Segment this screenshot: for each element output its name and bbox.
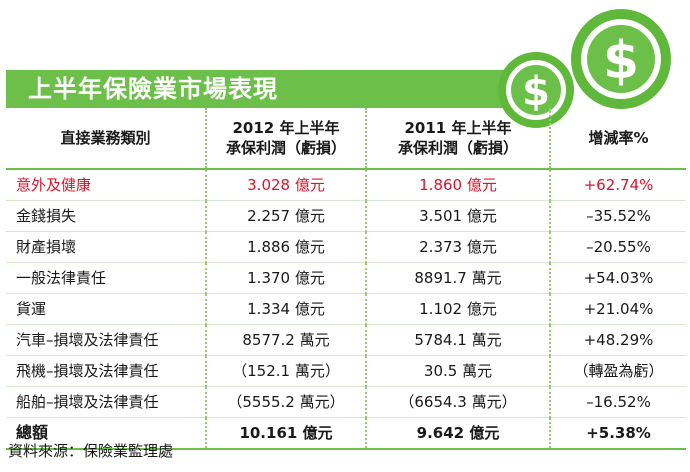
row-category: 意外及健康: [6, 169, 207, 201]
row-2012: （152.1 萬元）: [206, 355, 367, 387]
table-row: 金錢損失 2.257 億元 3.501 億元 –35.52%: [6, 200, 686, 232]
row-2011: （6654.3 萬元）: [366, 386, 551, 418]
row-2011: 1.860 億元: [366, 169, 551, 201]
row-2011: 30.5 萬元: [366, 355, 551, 387]
total-2011: 9.642 億元: [366, 417, 551, 450]
table-row: 貨運 1.334 億元 1.102 億元 +21.04%: [6, 293, 686, 325]
table-row: 汽車–損壞及法律責任 8577.2 萬元 5784.1 萬元 +48.29%: [6, 324, 686, 356]
row-category: 船舶–損壞及法律責任: [6, 386, 207, 418]
page-title: 上半年保險業市場表現: [28, 75, 278, 103]
total-change: +5.38%: [550, 417, 686, 450]
row-category: 飛機–損壞及法律責任: [6, 355, 207, 387]
header-2011: 2011 年上半年 承保利潤（虧損）: [366, 108, 551, 170]
row-category: 金錢損失: [6, 200, 207, 232]
total-row: 總額 10.161 億元 9.642 億元 +5.38%: [6, 417, 686, 450]
svg-text:$: $: [603, 31, 639, 91]
dollar-coin-icon: $: [571, 9, 671, 109]
table-row: 財產損壞 1.886 億元 2.373 億元 –20.55%: [6, 231, 686, 263]
row-2011: 8891.7 萬元: [366, 262, 551, 294]
table-header-row: 直接業務類別 2012 年上半年 承保利潤（虧損） 2011 年上半年 承保利潤…: [6, 108, 686, 170]
row-change: +48.29%: [550, 324, 686, 356]
row-change: +62.74%: [550, 169, 686, 201]
svg-text:$: $: [522, 69, 550, 115]
row-2011: 2.373 億元: [366, 231, 551, 263]
insurance-table: 直接業務類別 2012 年上半年 承保利潤（虧損） 2011 年上半年 承保利潤…: [6, 108, 686, 450]
row-category: 貨運: [6, 293, 207, 325]
header-2012-line1: 2012 年上半年: [232, 119, 340, 137]
header-2011-line1: 2011 年上半年: [404, 119, 512, 137]
row-2011: 5784.1 萬元: [366, 324, 551, 356]
row-change: （轉盈為虧）: [550, 355, 686, 387]
header-2012-line2: 承保利潤（虧損）: [225, 139, 346, 157]
row-change: –35.52%: [550, 200, 686, 232]
header-2011-line2: 承保利潤（虧損）: [397, 139, 518, 157]
table-row: 一般法律責任 1.370 億元 8891.7 萬元 +54.03%: [6, 262, 686, 294]
row-change: +54.03%: [550, 262, 686, 294]
row-change: –20.55%: [550, 231, 686, 263]
row-2012: 1.334 億元: [206, 293, 367, 325]
row-2012: 2.257 億元: [206, 200, 367, 232]
row-change: +21.04%: [550, 293, 686, 325]
header-change: 增減率%: [550, 108, 686, 170]
header-category: 直接業務類別: [6, 108, 207, 170]
table-row: 飛機–損壞及法律責任 （152.1 萬元） 30.5 萬元 （轉盈為虧）: [6, 355, 686, 387]
row-2012: （5555.2 萬元）: [206, 386, 367, 418]
row-category: 財產損壞: [6, 231, 207, 263]
title-bar: 上半年保險業市場表現: [6, 70, 554, 108]
row-change: –16.52%: [550, 386, 686, 418]
row-2011: 3.501 億元: [366, 200, 551, 232]
row-2012: 8577.2 萬元: [206, 324, 367, 356]
row-2012: 1.370 億元: [206, 262, 367, 294]
row-category: 一般法律責任: [6, 262, 207, 294]
row-2011: 1.102 億元: [366, 293, 551, 325]
table-row: 意外及健康 3.028 億元 1.860 億元 +62.74%: [6, 169, 686, 201]
total-2012: 10.161 億元: [206, 417, 367, 450]
source-note: 資料來源：保險業監理處: [8, 442, 174, 460]
row-category: 汽車–損壞及法律責任: [6, 324, 207, 356]
row-2012: 3.028 億元: [206, 169, 367, 201]
total-category: 總額: [6, 417, 207, 450]
row-2012: 1.886 億元: [206, 231, 367, 263]
table-row: 船舶–損壞及法律責任 （5555.2 萬元） （6654.3 萬元） –16.5…: [6, 386, 686, 418]
header-2012: 2012 年上半年 承保利潤（虧損）: [206, 108, 367, 170]
